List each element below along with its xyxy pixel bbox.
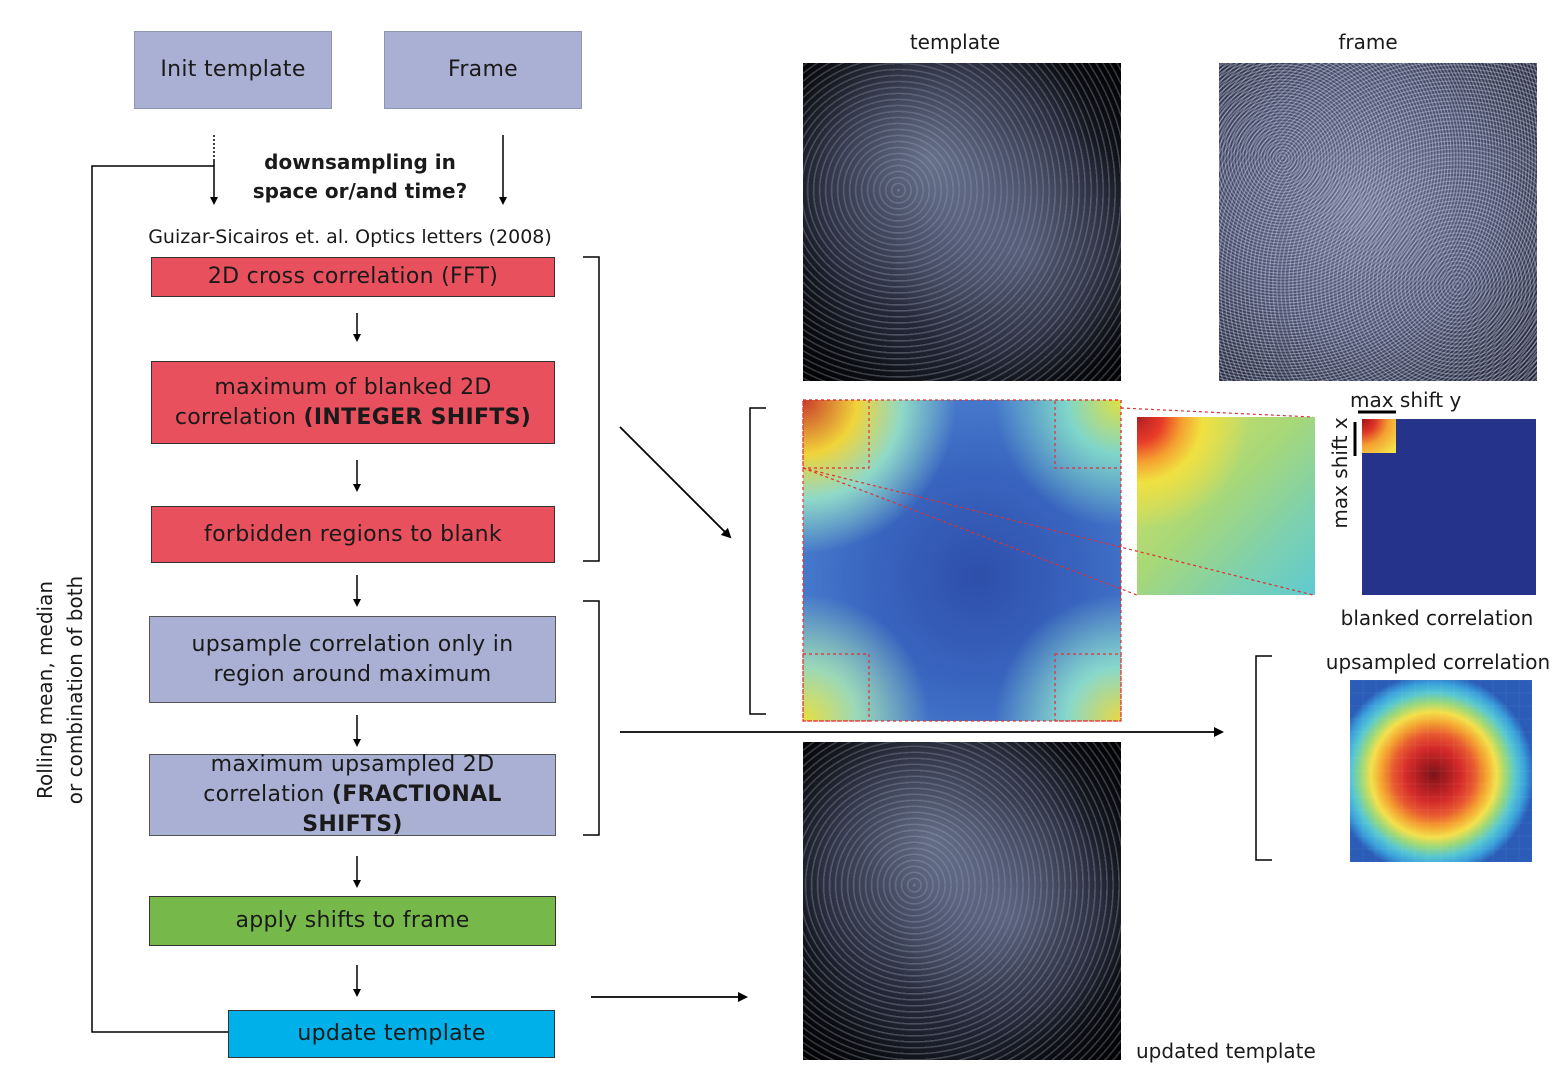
citation: Guizar-Sicairos et. al. Optics letters (… xyxy=(148,226,552,248)
blanked-corner-peak xyxy=(1362,419,1396,453)
template-image xyxy=(803,63,1121,381)
downsampling-question: downsampling in space or/and time? xyxy=(252,150,468,203)
blanked-correlation-label: blanked correlation xyxy=(1340,606,1534,630)
frame-title: frame xyxy=(1338,30,1398,54)
updated-template-label: updated template xyxy=(1136,1039,1316,1063)
update-template-step: update template xyxy=(228,1010,555,1058)
zoomed-correlation-image xyxy=(1137,417,1315,595)
init-template-label: Init template xyxy=(160,57,306,82)
frame-box: Frame xyxy=(384,31,582,109)
max-blanked-correlation-step: maximum of blanked 2D correlation (INTEG… xyxy=(151,361,555,444)
init-template-box: Init template xyxy=(134,31,332,109)
forbidden-regions-step: forbidden regions to blank xyxy=(151,506,555,563)
correlation-image xyxy=(803,400,1121,721)
upsample-correlation-step: upsample correlation only in region arou… xyxy=(149,616,556,703)
frame-label: Frame xyxy=(447,57,519,82)
max-shift-y-label: max shift y xyxy=(1350,388,1462,412)
cross-correlation-step: 2D cross correlation (FFT) xyxy=(151,257,555,297)
apply-shifts-step: apply shifts to frame xyxy=(149,896,556,946)
frame-image xyxy=(1219,63,1537,381)
upsampled-correlation-label: upsampled correlation xyxy=(1325,650,1551,674)
template-title: template xyxy=(909,30,1001,54)
max-upsampled-correlation-step: maximum upsampled 2D correlation (FRACTI… xyxy=(149,752,556,837)
updated-template-image xyxy=(803,742,1121,1060)
